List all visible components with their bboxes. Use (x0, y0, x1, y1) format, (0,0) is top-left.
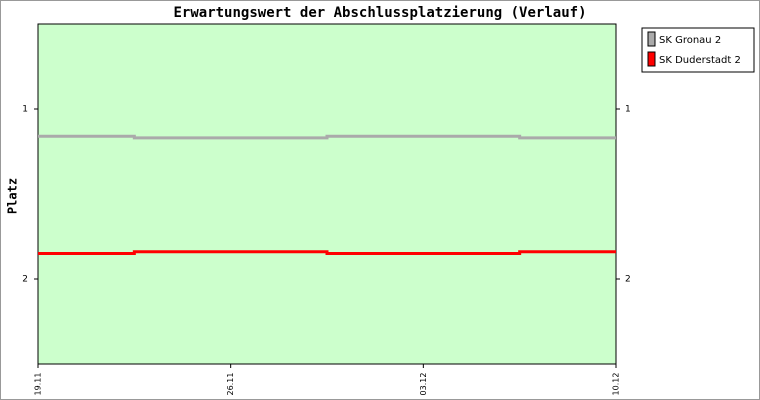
x-tick-label: 10.12 (612, 373, 621, 396)
legend-swatch (647, 51, 656, 67)
legend-label: SK Duderstadt 2 (659, 55, 741, 66)
y-tick-label: 2 (625, 275, 631, 285)
x-tick-label: 03.12 (419, 373, 428, 396)
y-tick-label: 1 (625, 105, 631, 115)
series-line (38, 250, 616, 255)
x-tick-label: 26.11 (226, 373, 235, 396)
y-tick-label: 2 (22, 275, 28, 285)
y-axis-label: Platz (6, 178, 20, 214)
x-tick-label: 19.11 (34, 373, 43, 396)
chart-title: Erwartungswert der Abschlussplatzierung … (173, 5, 586, 21)
legend-swatch (647, 31, 656, 47)
plot-area (37, 23, 617, 365)
series-line (38, 134, 616, 140)
legend-label: SK Gronau 2 (659, 35, 721, 46)
legend-box (641, 27, 755, 73)
y-tick-label: 1 (22, 105, 28, 115)
